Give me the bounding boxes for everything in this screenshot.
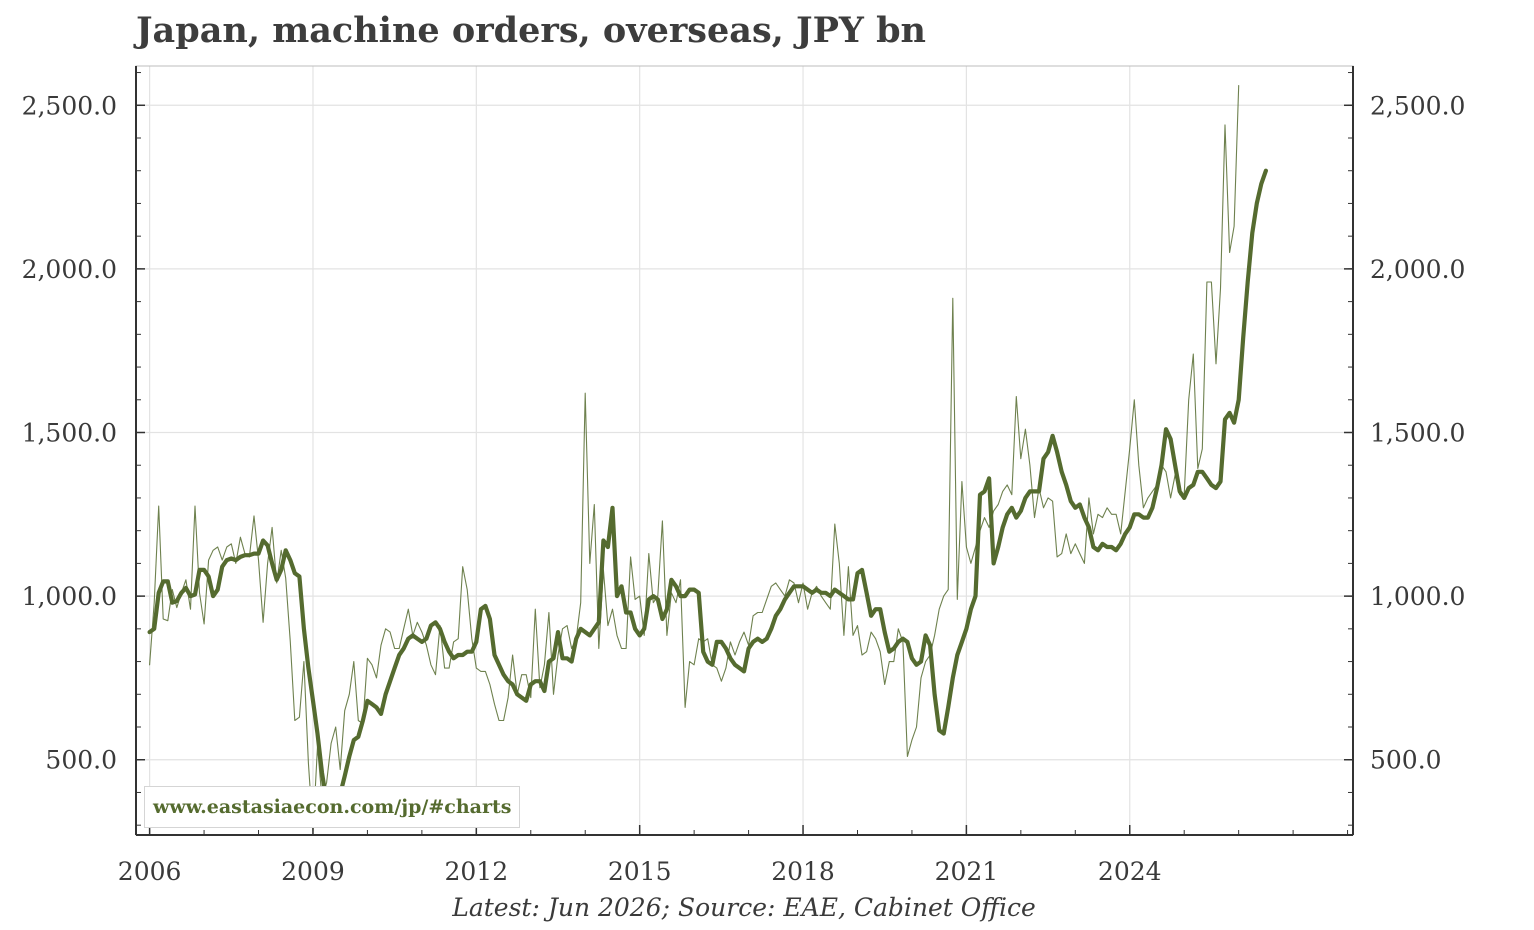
series-lines <box>147 85 1269 833</box>
y-tick-label-left: 1,500.0 <box>22 419 117 448</box>
plot-frame <box>135 65 1354 836</box>
y-tick-label-left: 1,000.0 <box>22 582 117 611</box>
axis-ticks <box>136 72 1353 835</box>
y-tick-label-left: 500.0 <box>45 746 117 775</box>
x-tick-label: 2006 <box>118 857 182 886</box>
y-tick-label-right: 2,000.0 <box>1370 255 1465 284</box>
watermark-link[interactable]: www.eastasiaecon.com/jp/#charts <box>144 786 521 828</box>
x-tick-label: 2021 <box>935 857 999 886</box>
y-tick-label-right: 1,000.0 <box>1370 582 1465 611</box>
x-tick-label: 2012 <box>445 857 509 886</box>
y-tick-label-right: 500.0 <box>1370 746 1442 775</box>
chart-title: Japan, machine orders, overseas, JPY bn <box>136 10 926 51</box>
y-tick-label-right: 2,500.0 <box>1370 91 1465 120</box>
y-tick-label-left: 2,000.0 <box>22 255 117 284</box>
source-note: Latest: Jun 2026; Source: EAE, Cabinet O… <box>452 893 1036 922</box>
x-tick-label: 2009 <box>281 857 345 886</box>
x-tick-label: 2015 <box>608 857 672 886</box>
monthly-line <box>149 85 1240 833</box>
x-tick-label: 2018 <box>771 857 835 886</box>
axis-tick-labels: 2006 2009 2012 2015 2018 2021 2024 500.0 500.0 1,… <box>22 91 1466 886</box>
moving-average-line <box>147 168 1269 805</box>
y-tick-label-right: 1,500.0 <box>1370 419 1465 448</box>
x-tick-label: 2024 <box>1098 857 1162 886</box>
y-tick-label-left: 2,500.0 <box>22 91 117 120</box>
